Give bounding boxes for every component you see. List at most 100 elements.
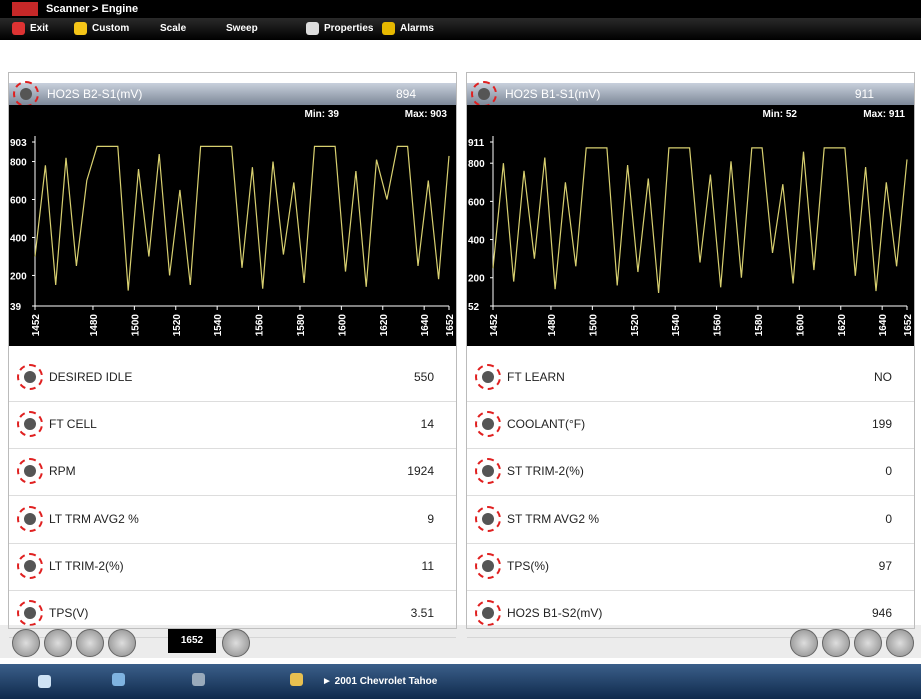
row-value: 550 [413,370,434,384]
x-tick-label: 1520 [630,314,641,337]
vehicle-name: ► 2001 Chevrolet Tahoe [322,676,438,687]
selector-icon[interactable] [13,81,39,107]
data-row: ST TRM AVG2 % 0 [467,496,914,544]
row-label: LT TRM AVG2 % [49,511,139,526]
row-value: 97 [878,558,892,573]
data-row: FT LEARN NO [467,354,914,402]
toolbar-button[interactable]: Custom [92,23,130,34]
x-tick-label: 1452 [489,314,500,337]
zoom-in-button[interactable] [854,629,882,657]
x-tick-label: 1600 [795,314,806,337]
x-tick-label: 1452 [31,314,42,337]
y-tick-label: 800 [10,158,27,169]
row-label: RPM [49,464,76,479]
button[interactable] [12,629,40,657]
x-tick-label: 1600 [337,314,348,337]
selector-icon[interactable] [475,505,501,532]
row-value: 199 [871,417,892,432]
button[interactable] [108,629,136,657]
row-value: 3.51 [410,606,434,620]
zoom-out-button[interactable] [886,629,914,657]
y-tick-label: 911 [468,138,485,149]
y-tick-label: 400 [10,233,27,244]
toolbar-icon [12,22,25,35]
max-label: Max: 911 [863,109,905,120]
breadcrumb: > Engine [92,3,139,15]
data-row: ST TRIM-2(%) 0 [467,448,914,497]
button[interactable] [790,629,818,657]
graph-name: HO2S B2-S1(mV) [47,87,143,101]
y-tick-label: 200 [10,271,27,282]
selector-icon[interactable] [17,458,43,485]
toolbar-button[interactable]: Properties [324,23,374,34]
toolbar-button[interactable]: Exit [30,23,49,34]
row-label: DESIRED IDLE [49,370,133,384]
row-value: 1924 [407,464,434,479]
row-label: FT CELL [49,417,97,432]
graph-plot: Min: 39 Max: 903 903 800 600 400 200 39 1452 1480… [10,109,456,337]
row-label: LT TRIM-2(%) [49,558,124,573]
title-bar: Scanner > Engine [0,0,921,18]
toolbar-button[interactable]: Alarms [400,23,434,34]
min-label: Min: 52 [763,109,798,120]
row-value: 9 [427,511,434,526]
x-tick-label: 1540 [671,314,682,337]
y-tick-label: 39 [10,302,22,313]
toolbar-button[interactable]: Scale [160,23,187,34]
home-icon[interactable] [38,675,51,688]
row-label: ST TRIM-2(%) [507,464,584,479]
data-row: LT TRIM-2(%) 11 [9,543,456,591]
data-row: DESIRED IDLE 550 [9,354,456,402]
selector-icon[interactable] [475,458,501,485]
selector-icon[interactable] [17,552,43,579]
row-value: 946 [871,606,892,620]
selector-icon[interactable] [17,411,43,438]
app-icon[interactable] [192,673,205,686]
x-tick-label: 1540 [213,314,224,337]
row-label: HO2S B1-S2(mV) [507,606,603,620]
pause-button[interactable] [44,629,72,657]
graph-value: 911 [854,87,874,101]
x-tick-label: 1480 [547,314,558,337]
row-label: FT LEARN [507,370,565,384]
selector-icon[interactable] [475,411,501,438]
row-label: TPS(V) [49,606,89,620]
selector-icon[interactable] [17,600,43,626]
selector-icon[interactable] [17,364,43,390]
x-tick-label: 1480 [89,314,100,337]
selector-icon[interactable] [475,364,501,390]
y-tick-label: 52 [468,302,480,313]
button[interactable] [822,629,850,657]
selector-icon[interactable] [471,81,497,107]
x-tick-label: 1640 [420,314,431,337]
x-tick-label: 1500 [588,314,599,337]
selector-icon[interactable] [475,600,501,626]
data-row: TPS(%) 97 [467,543,914,591]
x-tick-label: 1500 [130,314,141,337]
back-button[interactable] [222,629,250,657]
min-label: Min: 39 [305,109,340,120]
row-label: COOLANT(°F) [507,417,586,432]
x-tick-label: 1580 [754,314,765,337]
graph: Min: 52 Max: 911 911 800 600 400 200 52 1452 1480… [467,105,914,346]
graph-value: 894 [395,87,416,101]
y-tick-label: 800 [468,159,485,170]
y-tick-label: 200 [468,274,485,285]
app-icon[interactable] [112,673,125,686]
x-tick-label: 1580 [296,314,307,337]
toolbar-button[interactable]: Sweep [226,23,258,34]
playback-bar [0,625,921,658]
graph-plot: Min: 52 Max: 911 911 800 600 400 200 52 1452 1480… [468,109,914,337]
x-tick-label: 1640 [878,314,889,337]
app-title: Scanner [46,3,90,15]
row-value: 11 [421,558,434,573]
button[interactable] [76,629,104,657]
vehicle-icon[interactable] [290,673,303,686]
selector-icon[interactable] [17,505,43,532]
data-row: FT CELL 14 [9,401,456,450]
logo [12,2,38,16]
trace [34,145,450,291]
selector-icon[interactable] [475,552,501,579]
toolbar-icon [382,22,395,35]
